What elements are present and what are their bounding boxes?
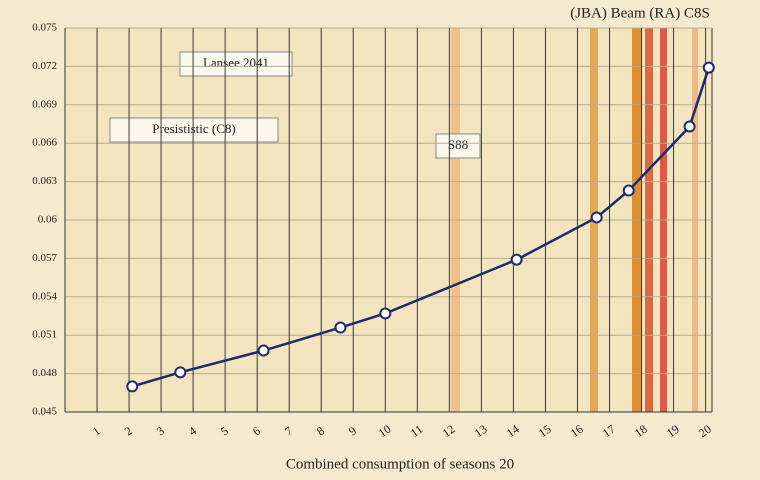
data-point [334,321,347,334]
y-tick-label: 0.075 [32,22,57,34]
annotation: S88 [448,137,468,152]
x-tick-label: 15 [536,422,554,440]
x-axis-label: Combined consumption of seasons 20 [286,456,514,472]
annotation-box [109,117,279,143]
data-point [257,344,270,357]
x-tick-label: 1 [90,424,103,439]
data-point [174,366,187,379]
series-line [131,67,710,388]
x-tick-label: 10 [376,422,394,440]
x-tick-label: 17 [600,422,618,440]
data-point [126,380,139,393]
x-tick-label: 13 [472,422,490,440]
x-tick-label: 6 [250,424,263,439]
y-tick-label: 0.045 [32,406,57,418]
y-tick-label: 0.06 [38,214,58,226]
x-tick-label: 18 [632,422,650,440]
y-tick-label: 0.051 [32,329,57,341]
chart-title: (JBA) Beam (RA) C8S [570,5,710,21]
annotation: Presististic (C8) [152,121,235,136]
data-point [379,307,392,320]
x-tick-label: 19 [664,422,682,440]
x-tick-label: 7 [282,424,295,439]
y-tick-label: 0.066 [32,137,57,149]
y-tick-label: 0.063 [32,175,57,187]
x-tick-label: 5 [218,424,231,439]
data-point [702,61,715,74]
annotation-box [179,51,293,77]
x-tick-label: 11 [408,422,426,440]
x-tick-label: 9 [346,424,359,439]
y-tick-label: 0.069 [32,98,57,110]
y-tick-label: 0.048 [32,367,57,379]
y-tick-label: 0.057 [32,252,57,264]
x-tick-label: 16 [568,422,586,440]
x-tick-label: 2 [122,424,135,439]
annotation-box [435,133,481,159]
data-point [510,253,523,266]
x-tick-label: 12 [440,422,458,440]
x-tick-label: 4 [186,424,199,439]
data-point [622,184,635,197]
x-tick-label: 14 [504,422,522,440]
data-point [683,120,696,133]
data-point [590,211,603,224]
y-tick-label: 0.054 [32,290,57,302]
x-tick-label: 3 [154,424,167,439]
x-tick-label: 20 [696,422,714,440]
y-tick-label: 0.072 [32,60,57,72]
annotation: Lansee 2041 [203,55,269,70]
x-tick-label: 8 [314,424,327,439]
